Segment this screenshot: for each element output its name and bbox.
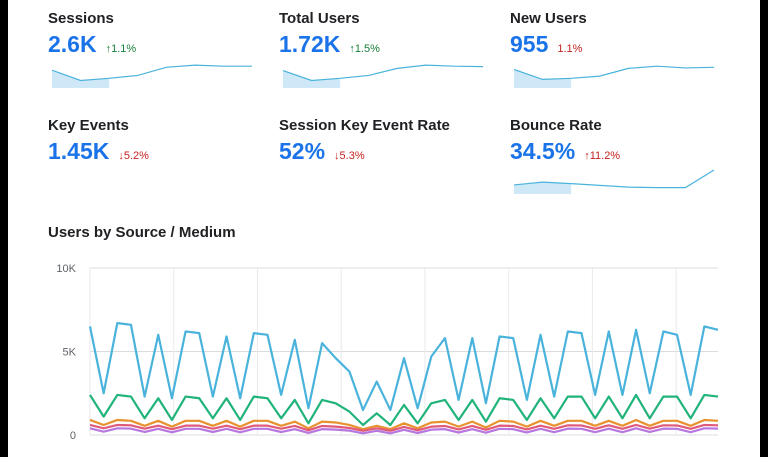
kpi-value: 52%: [279, 138, 326, 164]
kpi-title: Sessions: [48, 10, 114, 27]
sparkline: [283, 64, 483, 88]
kpi-value: 34.5%: [510, 138, 576, 164]
arrow-up-icon: ↑: [349, 43, 355, 55]
series-line-3: [89, 423, 719, 432]
series-line-0: [88, 322, 719, 412]
y-tick-label: 0: [70, 430, 76, 442]
series-line-4: [89, 427, 719, 435]
series-line-2: [89, 418, 719, 431]
arrow-up-icon: ↑: [584, 150, 590, 162]
dashboard-panel: Sessions 2.6K ↑1.1% Total Users 1.72K ↑1…: [8, 0, 760, 457]
sparkline-area: [283, 70, 341, 88]
arrow-up-icon: ↑: [105, 43, 112, 55]
kpi-card-session-key-event-rate[interactable]: Session Key Event Rate 52% ↓5.3%: [279, 117, 509, 164]
kpi-card-new-users[interactable]: New Users 955 1.1%: [510, 10, 740, 57]
kpi-value: 955: [510, 31, 549, 57]
kpi-value: 1.72K: [279, 31, 341, 57]
kpi-title: Total Users: [279, 10, 360, 27]
kpi-delta: ↓5.2%: [118, 150, 149, 162]
kpi-delta: ↑1.5%: [349, 43, 380, 55]
kpi-delta: ↓5.3%: [334, 150, 365, 162]
kpi-delta: 1.1%: [557, 43, 583, 55]
chart-title: Users by Source / Medium: [48, 224, 236, 241]
kpi-title: Key Events: [48, 117, 129, 134]
sparkline-line: [283, 64, 483, 82]
sparkline-line: [514, 169, 714, 189]
kpi-value: 1.45K: [48, 138, 110, 164]
sparkline-area: [514, 182, 572, 194]
kpi-card-sessions[interactable]: Sessions 2.6K ↑1.1%: [48, 10, 278, 57]
sparkline: [52, 64, 252, 88]
kpi-delta: ↑1.1%: [105, 43, 137, 55]
kpi-title: New Users: [510, 10, 587, 27]
sparkline-line: [514, 65, 714, 81]
series-line-1: [89, 393, 719, 427]
sparkline: [514, 65, 714, 88]
kpi-card-total-users[interactable]: Total Users 1.72K ↑1.5%: [279, 10, 509, 57]
arrow-down-icon: ↓: [334, 150, 340, 162]
sparkline-area: [514, 69, 572, 88]
kpi-title: Session Key Event Rate: [279, 117, 450, 134]
sparkline-area: [52, 70, 110, 88]
kpi-title: Bounce Rate: [510, 117, 602, 134]
kpi-value: 2.6K: [48, 31, 97, 57]
users-by-source-chart[interactable]: 10K 5K 0: [8, 250, 760, 445]
sparkline-line: [52, 64, 252, 82]
y-tick-label: 10K: [56, 263, 76, 275]
kpi-card-bounce-rate[interactable]: Bounce Rate 34.5% ↑11.2%: [510, 117, 740, 164]
y-tick-label: 5K: [63, 347, 77, 359]
kpi-delta: ↑11.2%: [584, 150, 621, 162]
arrow-down-icon: ↓: [118, 150, 124, 162]
kpi-card-key-events[interactable]: Key Events 1.45K ↓5.2%: [48, 117, 278, 164]
sparkline: [514, 169, 714, 194]
